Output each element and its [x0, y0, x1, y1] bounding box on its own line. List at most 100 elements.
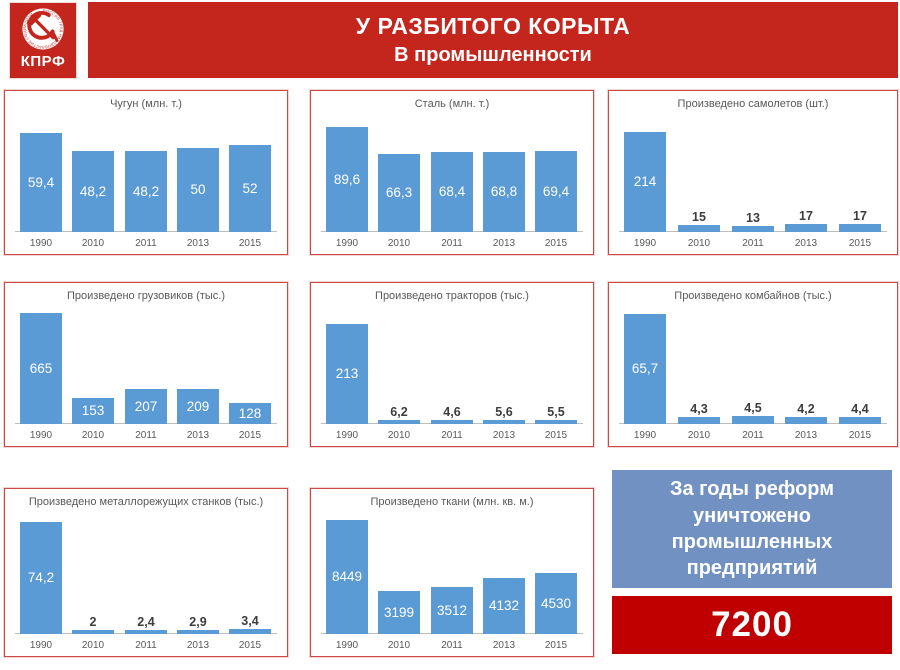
x-tick-label: 1990: [633, 238, 657, 249]
bar-value-label: 213: [335, 366, 359, 381]
bar-value-label: 17: [853, 209, 867, 223]
x-tick-label: 2010: [687, 238, 711, 249]
chart-title: Чугун (млн. т.): [110, 98, 182, 110]
bar-2010: [72, 630, 114, 634]
bar-2011: [732, 226, 774, 232]
bar-value-label: 4,4: [851, 402, 869, 416]
page-subtitle: В промышленности: [394, 44, 592, 66]
x-tick-label: 2011: [441, 640, 463, 651]
x-tick-label: 2015: [848, 238, 872, 249]
x-tick-label: 1990: [29, 238, 53, 249]
bar-value-label: 4132: [488, 598, 520, 613]
bar-1990: [326, 127, 368, 232]
x-tick-label: 2015: [544, 238, 568, 249]
bar-value-label: 2,4: [137, 615, 155, 629]
chart-panel-2: Сталь (млн. т.) 89,6 1990 66,3 2010 68,4 2011 6…: [310, 90, 594, 255]
bar-value-label: 4,3: [690, 402, 708, 416]
x-tick-label: 2013: [186, 640, 210, 651]
x-tick-label: 2011: [135, 238, 157, 249]
bar-value-label: 65,7: [631, 361, 659, 376]
bar-value-label: 48,2: [79, 184, 107, 199]
bar-2015: [535, 420, 577, 424]
bar-2015: [535, 573, 577, 634]
x-tick-label: 1990: [335, 640, 359, 651]
bar-value-label: 2,9: [189, 615, 207, 629]
bar-1990: [20, 313, 62, 424]
bar-2015: [535, 151, 577, 232]
bar-value-label: 3,4: [241, 614, 259, 628]
bar-value-label: 207: [134, 399, 158, 414]
bar-value-label: 68,8: [490, 184, 518, 199]
x-tick-label: 2011: [135, 430, 157, 441]
bar-2010: [678, 417, 720, 424]
bar-value-label: 214: [633, 174, 657, 189]
bar-1990: [326, 324, 368, 424]
chart-title: Произведено металлорежущих станков (тыс.…: [28, 496, 264, 508]
bar-2010: [378, 591, 420, 634]
bar-1990: [326, 520, 368, 634]
bar-2013: [785, 224, 827, 232]
bar-value-label: 665: [29, 361, 53, 376]
bar-2011: [732, 416, 774, 424]
chart-panel-4: Произведено грузовиков (тыс.) 665 1990 153 2…: [4, 282, 288, 447]
x-tick-label: 2010: [387, 238, 411, 249]
x-tick-label: 2015: [544, 640, 568, 651]
x-tick-label: 2013: [492, 430, 516, 441]
bar-value-label: 153: [81, 403, 105, 418]
chart-panel-6: Произведено комбайнов (тыс.) 65,7 1990 4,3 2…: [608, 282, 898, 447]
x-tick-label: 1990: [29, 640, 53, 651]
bar-2013: [177, 389, 219, 424]
bar-2015: [839, 224, 881, 232]
bar-2013: [177, 630, 219, 634]
x-tick-label: 2013: [186, 238, 210, 249]
x-tick-label: 1990: [335, 238, 359, 249]
chart-panel-8: Произведено ткани (млн. кв. м.) 8449 1990 3…: [310, 488, 594, 657]
summary-value-box: 7200: [612, 596, 892, 654]
summary-value: 7200: [711, 605, 793, 644]
bar-value-label: 3512: [436, 603, 468, 618]
bar-2015: [839, 417, 881, 424]
x-tick-label: 2010: [81, 640, 105, 651]
chart-title: Произведено ткани (млн. кв. м.): [370, 496, 534, 508]
x-tick-label: 2013: [186, 430, 210, 441]
x-tick-label: 2011: [742, 238, 764, 249]
x-tick-label: 1990: [633, 430, 657, 441]
x-tick-label: 2015: [238, 238, 262, 249]
bar-value-label: 5,5: [547, 405, 565, 419]
bar-2015: [229, 403, 271, 424]
chart-title: Сталь (млн. т.): [414, 98, 490, 110]
bar-2011: [431, 587, 473, 634]
summary-caption: За годы реформ уничтожено промышленных п…: [669, 478, 835, 580]
bar-1990: [624, 132, 666, 232]
bar-value-label: 69,4: [542, 184, 570, 199]
bar-2011: [431, 152, 473, 232]
x-tick-label: 2010: [81, 238, 105, 249]
bar-value-label: 4,6: [443, 405, 461, 419]
bar-2011: [431, 420, 473, 424]
bar-value-label: 68,4: [438, 184, 466, 199]
bar-2010: [378, 420, 420, 424]
bar-2011: [125, 151, 167, 232]
x-tick-label: 1990: [29, 430, 53, 441]
x-tick-label: 1990: [335, 430, 359, 441]
hammer-and-sickle-icon: РОССИЯ ТРУД НАРОДОВЛАСТИЕ СОЦИАЛИЗМ: [22, 8, 64, 50]
summary-caption-box: За годы реформ уничтожено промышленных п…: [612, 470, 892, 588]
x-tick-label: 2013: [492, 238, 516, 249]
bar-value-label: 4530: [540, 596, 572, 611]
bar-2015: [229, 145, 271, 232]
chart-title: Произведено тракторов (тыс.): [375, 290, 529, 302]
chart-title: Произведено комбайнов (тыс.): [674, 290, 832, 302]
bar-2013: [483, 152, 525, 232]
bar-value-label: 209: [186, 399, 210, 414]
x-tick-label: 2010: [81, 430, 105, 441]
bar-value-label: 59,4: [27, 175, 55, 190]
x-tick-label: 2010: [387, 640, 411, 651]
chart-panel-7: Произведено металлорежущих станков (тыс.…: [4, 488, 288, 657]
x-tick-label: 2015: [238, 640, 262, 651]
kprf-logo: РОССИЯ ТРУД НАРОДОВЛАСТИЕ СОЦИАЛИЗМ КПРФ: [10, 3, 76, 78]
x-tick-label: 2013: [794, 430, 818, 441]
x-tick-label: 2015: [238, 430, 262, 441]
bar-value-label: 89,6: [333, 172, 361, 187]
bar-2010: [72, 151, 114, 232]
bar-2013: [177, 148, 219, 232]
